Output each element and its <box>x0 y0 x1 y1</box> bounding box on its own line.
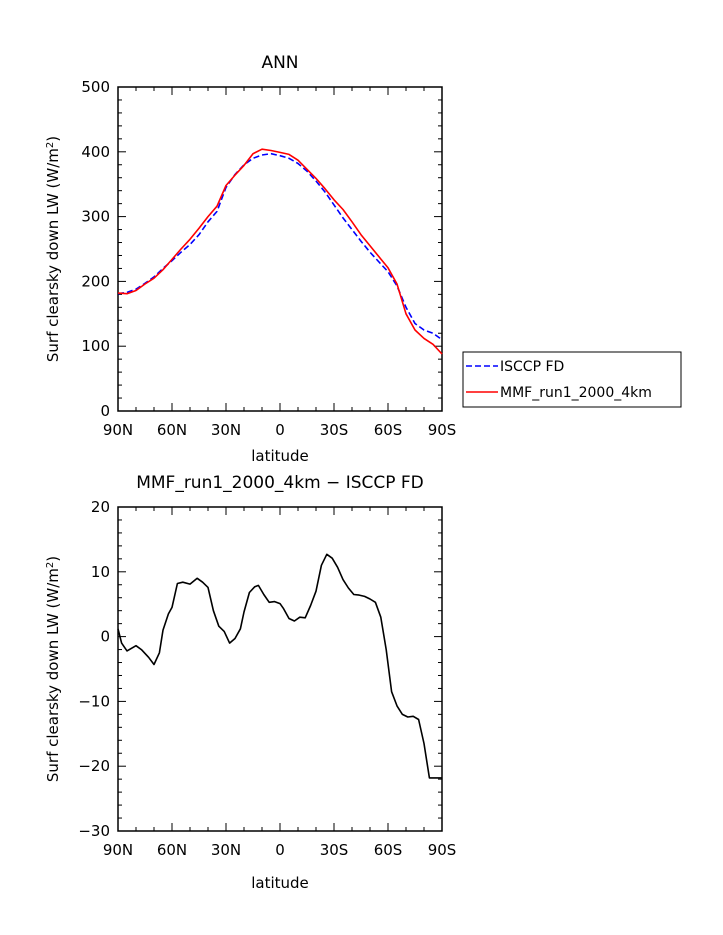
chart-annual: ANN 0 100 200 300 400 500 90N 60N 30N 0 30S 60S 90S… <box>44 53 682 465</box>
plot-frame <box>117 506 443 832</box>
series-lines <box>117 553 442 779</box>
series-line-difference <box>117 553 442 779</box>
x-tick-label: 90N <box>103 421 133 439</box>
y-tick-label: 20 <box>91 498 110 516</box>
y-tick-label: 300 <box>81 208 110 226</box>
y-axis-ticks: 0 100 200 300 400 500 <box>81 78 442 420</box>
series-line-isccp <box>117 152 443 341</box>
x-tick-label: 30S <box>320 421 349 439</box>
x-tick-label: 30S <box>320 841 349 859</box>
x-axis-ticks: 90N 60N 30N 0 30S 60S 90S <box>103 87 456 439</box>
legend-box <box>462 351 682 408</box>
x-tick-label: 0 <box>275 421 285 439</box>
series-lines <box>117 148 443 355</box>
x-tick-label: 60S <box>374 841 403 859</box>
chart-difference: MMF_run1_2000_4km − ISCCP FD −30 −20 −10 0 1… <box>44 473 456 892</box>
x-tick-label: 30N <box>211 421 241 439</box>
y-tick-label: 500 <box>81 78 110 96</box>
x-tick-label: 90S <box>428 421 457 439</box>
y-tick-label: −30 <box>78 822 110 840</box>
y-tick-label: 100 <box>81 337 110 355</box>
y-axis-label: Surf clearsky down LW (W/m2) <box>44 556 62 782</box>
y-tick-label: 10 <box>91 563 110 581</box>
x-tick-label: 30N <box>211 841 241 859</box>
series-line-mmf <box>117 148 443 355</box>
y-tick-label: 400 <box>81 143 110 161</box>
x-tick-label: 90N <box>103 841 133 859</box>
legend: ISCCP FD MMF_run1_2000_4km <box>462 351 682 408</box>
x-tick-label: 60N <box>157 841 187 859</box>
x-axis-ticks: 90N 60N 30N 0 30S 60S 90S <box>103 507 456 859</box>
x-tick-label: 60N <box>157 421 187 439</box>
y-tick-label: −10 <box>78 692 110 710</box>
y-axis-label: Surf clearsky down LW (W/m2) <box>44 136 62 362</box>
y-tick-label: 0 <box>100 628 110 646</box>
legend-label-mmf: MMF_run1_2000_4km <box>500 385 652 401</box>
y-tick-label: 0 <box>100 402 110 420</box>
x-axis-label: latitude <box>251 447 309 465</box>
chart-title: ANN <box>261 53 298 73</box>
y-axis-ticks: −30 −20 −10 0 10 20 <box>78 498 442 840</box>
chart-title: MMF_run1_2000_4km − ISCCP FD <box>136 473 424 493</box>
plot-frame <box>117 86 443 412</box>
x-tick-label: 90S <box>428 841 457 859</box>
legend-label-isccp: ISCCP FD <box>500 359 564 375</box>
y-tick-label: −20 <box>78 757 110 775</box>
x-tick-label: 0 <box>275 841 285 859</box>
y-tick-label: 200 <box>81 272 110 290</box>
x-axis-label: latitude <box>251 874 309 892</box>
x-tick-label: 60S <box>374 421 403 439</box>
